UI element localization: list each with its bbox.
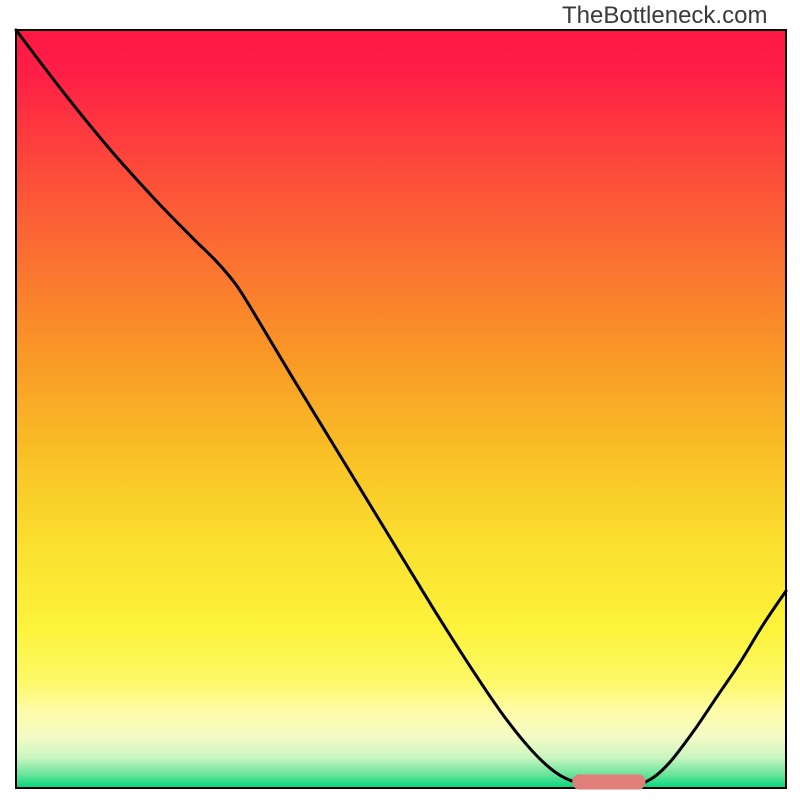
optimal-marker	[572, 774, 645, 789]
watermark-label: TheBottleneck.com	[562, 2, 767, 30]
stage: TheBottleneck.com	[0, 0, 800, 800]
plot-panel	[16, 30, 786, 790]
bottleneck-chart	[0, 0, 800, 800]
plot-background	[16, 30, 786, 788]
